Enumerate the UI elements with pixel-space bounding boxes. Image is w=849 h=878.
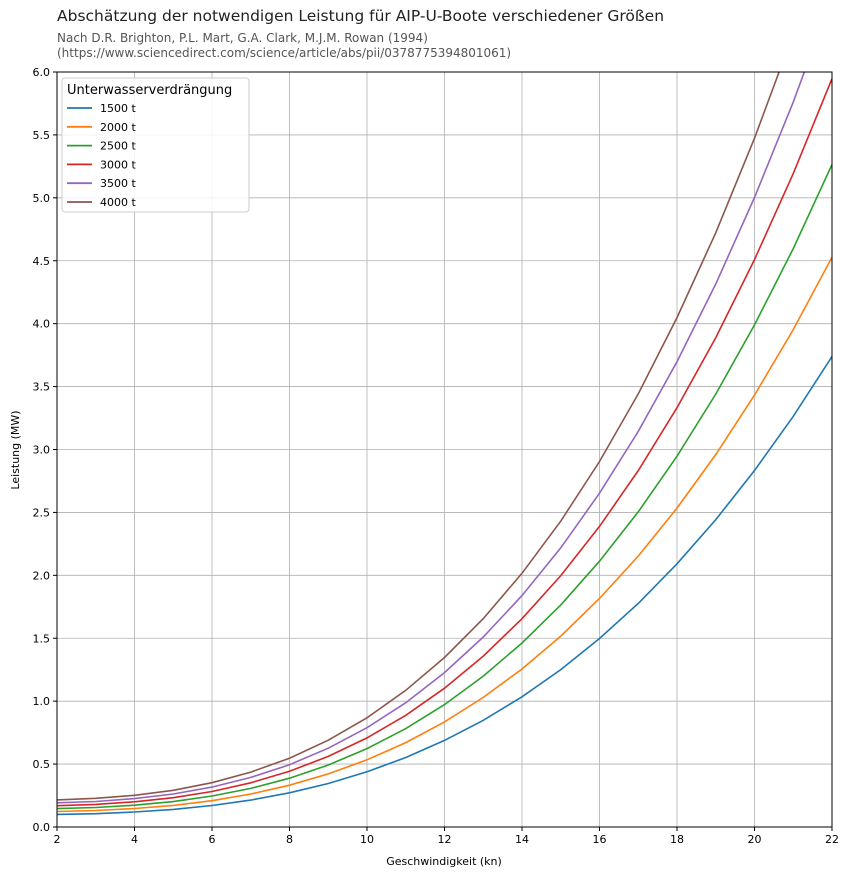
legend-box: [61, 77, 250, 213]
x-axis-label: Geschwindigkeit (kn): [386, 855, 502, 868]
x-tick-label: 10: [360, 833, 374, 846]
y-tick-label: 2.5: [33, 506, 51, 519]
legend: Unterwasserverdrängung 1500 t 2000 t 2500 …: [61, 77, 250, 213]
x-tick-label: 14: [515, 833, 529, 846]
legend-entry: 3500 t: [100, 177, 136, 190]
x-tick-label: 18: [670, 833, 684, 846]
y-tick-label: 4.5: [33, 255, 51, 268]
x-tick-label: 20: [748, 833, 762, 846]
y-tick-label: 3.0: [33, 444, 51, 457]
axis-ticks: 2 4 6 8 10 12 14 16 18 20 22 0.0 0.5 1.0 1.5 2.0 2.5 3.0 3…: [33, 66, 840, 846]
series-line-2000t: [57, 256, 832, 813]
series-line-4000t: [57, 72, 780, 801]
series-line-3000t: [57, 78, 832, 807]
legend-entry: 1500 t: [100, 102, 136, 115]
y-tick-label: 3.5: [33, 381, 51, 394]
x-tick-label: 12: [438, 833, 452, 846]
x-tick-label: 16: [593, 833, 607, 846]
series-line-3500t: [57, 72, 806, 804]
y-tick-label: 1.5: [33, 632, 51, 645]
y-tick-label: 5.0: [33, 192, 51, 205]
y-tick-label: 0.5: [33, 758, 51, 771]
chart-title: Abschätzung der notwendigen Leistung für…: [57, 7, 665, 25]
legend-entry: 3000 t: [100, 158, 136, 171]
y-tick-label: 0.0: [33, 821, 51, 834]
y-tick-label: 2.0: [33, 569, 51, 582]
x-tick-label: 6: [209, 833, 216, 846]
x-tick-label: 4: [131, 833, 138, 846]
legend-entry: 2500 t: [100, 140, 136, 153]
x-tick-label: 22: [825, 833, 839, 846]
series-line-2500t: [57, 164, 832, 810]
legend-entry: 2000 t: [100, 121, 136, 134]
chart-subtitle-line-1: Nach D.R. Brighton, P.L. Mart, G.A. Clar…: [57, 31, 428, 45]
y-tick-label: 4.0: [33, 318, 51, 331]
chart-subtitle-line-2: (https://www.sciencedirect.com/science/a…: [57, 46, 512, 60]
y-tick-label: 5.5: [33, 129, 51, 142]
y-tick-label: 6.0: [33, 66, 51, 79]
series-lines: [57, 72, 832, 816]
y-axis-label: Leistung (MW): [9, 410, 22, 489]
legend-title: Unterwasserverdrängung: [67, 83, 232, 98]
x-tick-label: 8: [286, 833, 293, 846]
y-tick-label: 1.0: [33, 695, 51, 708]
legend-entry: 4000 t: [100, 196, 136, 209]
x-tick-label: 2: [54, 833, 61, 846]
series-line-1500t: [57, 356, 832, 816]
